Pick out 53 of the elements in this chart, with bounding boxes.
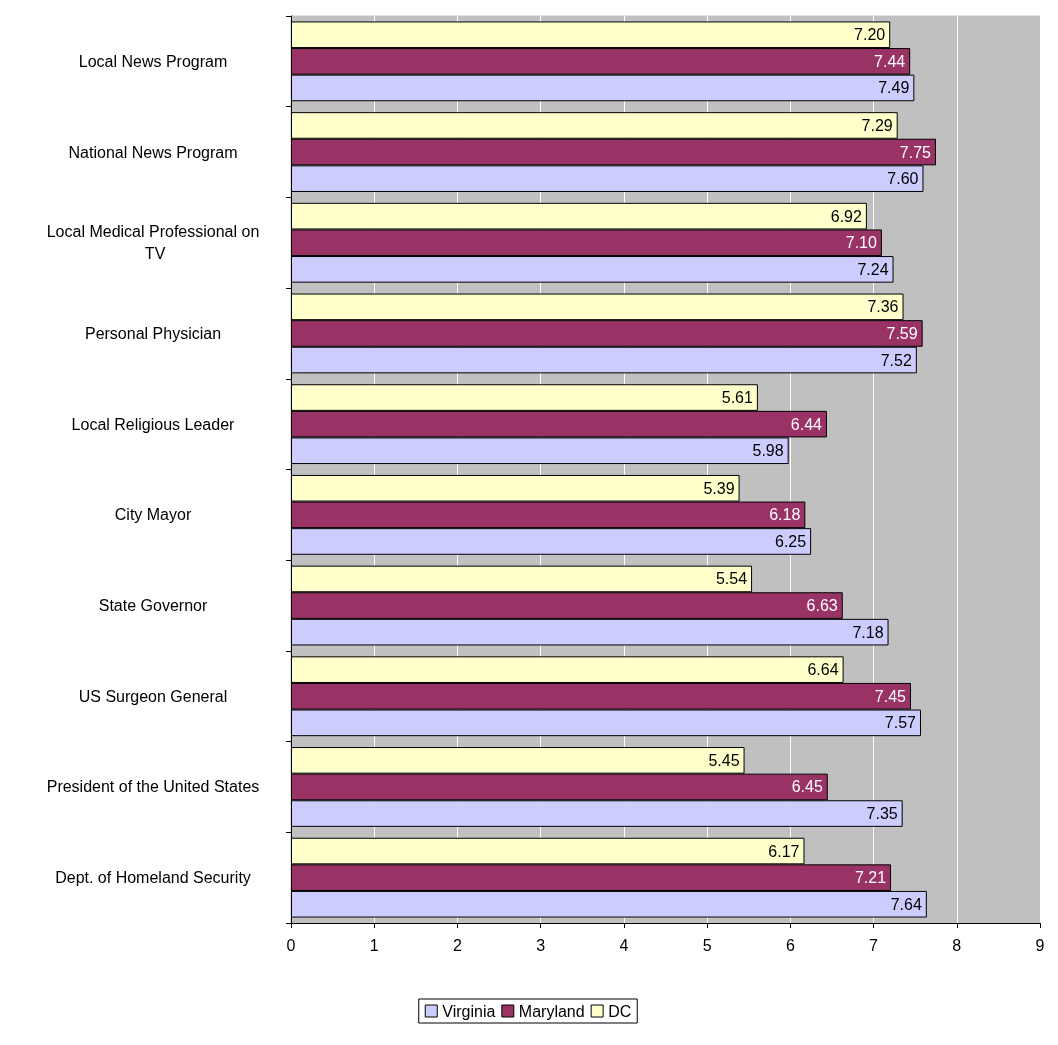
data-label: 7.35: [866, 805, 898, 823]
data-label: 7.20: [854, 26, 886, 44]
y-tick-label: Local Medical Professional on TV: [46, 223, 260, 263]
legend-label: DC: [608, 1002, 632, 1020]
data-label: 6.63: [806, 597, 838, 615]
data-label: 5.45: [708, 751, 740, 769]
data-label: 7.52: [880, 351, 912, 369]
data-label: 7.18: [852, 623, 884, 641]
y-tick-label: National News Program: [68, 143, 238, 161]
x-tick-label: 3: [536, 936, 546, 954]
y-tick-label: Personal Physician: [84, 324, 222, 342]
y-tick-label: President of the United States: [46, 778, 260, 796]
data-label: 7.59: [886, 324, 918, 342]
x-tick-label: 1: [369, 936, 379, 954]
data-label: 7.75: [899, 143, 932, 161]
x-tick-label: 8: [952, 936, 962, 954]
data-label: 6.17: [768, 842, 800, 860]
y-tick-label: Local Religious Leader: [71, 415, 236, 433]
data-label: 7.36: [867, 298, 899, 316]
data-label: 7.24: [857, 260, 889, 278]
data-label: 7.45: [874, 687, 907, 705]
data-label: 6.25: [775, 532, 807, 550]
data-label: 7.29: [861, 116, 893, 134]
data-label: 6.92: [830, 207, 862, 225]
x-tick-label: 4: [619, 936, 629, 954]
data-label: 5.54: [715, 570, 748, 588]
data-label: 6.64: [807, 661, 839, 679]
data-label: 7.64: [890, 895, 922, 913]
data-label: 7.10: [845, 234, 877, 252]
y-tick-label: State Governor: [98, 597, 208, 615]
data-label: 7.49: [878, 79, 910, 97]
x-tick-label: 0: [286, 936, 296, 954]
legend-label: Maryland: [518, 1002, 585, 1020]
data-label: 7.21: [854, 869, 887, 887]
x-tick-label: 2: [452, 936, 462, 954]
data-label: 7.60: [887, 170, 919, 188]
data-label: 6.45: [791, 778, 823, 796]
y-tick-label: Dept. of Homeland Security: [55, 869, 251, 887]
data-label: 7.57: [884, 714, 917, 732]
x-tick-label: 7: [869, 936, 879, 954]
data-label: 7.44: [874, 52, 906, 70]
legend-label: Virginia: [442, 1002, 496, 1020]
y-tick-label: Local News Program: [78, 52, 228, 70]
data-label: 6.44: [790, 415, 823, 433]
x-tick-label: 6: [785, 936, 795, 954]
data-label: 5.39: [703, 479, 735, 497]
y-tick-label: US Surgeon General: [78, 687, 228, 705]
y-tick-label: City Mayor: [114, 506, 192, 524]
x-tick-label: 5: [702, 936, 712, 954]
x-tick-label: 9: [1035, 936, 1045, 954]
data-label: 6.18: [769, 506, 801, 524]
data-label: 5.98: [752, 442, 784, 460]
data-label: 5.61: [721, 389, 753, 407]
